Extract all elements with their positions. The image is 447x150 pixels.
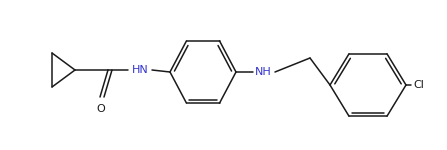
- Text: HN: HN: [131, 65, 148, 75]
- Text: O: O: [97, 104, 105, 114]
- Text: NH: NH: [255, 67, 271, 77]
- Text: Cl: Cl: [413, 80, 424, 90]
